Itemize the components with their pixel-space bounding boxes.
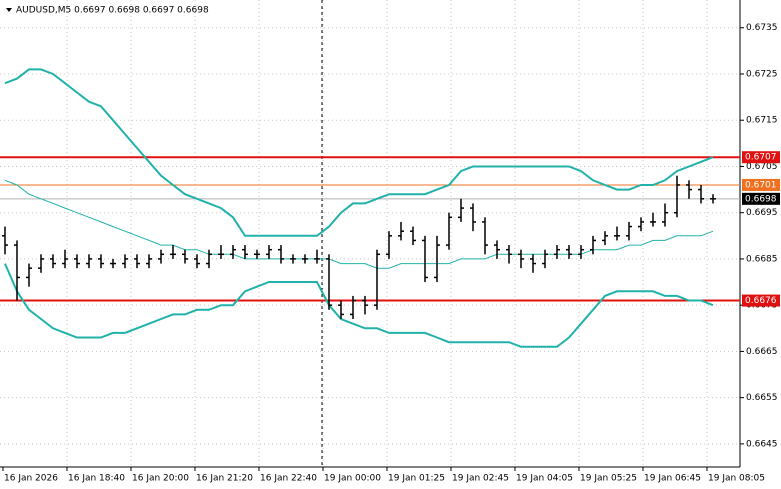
ohlc-bar <box>422 235 428 283</box>
ohlc-bar <box>14 240 20 301</box>
ohlc-bar <box>374 249 380 310</box>
ohlc-bar <box>446 212 452 250</box>
ohlc-bar <box>686 180 692 199</box>
ohlc-bar <box>50 254 56 269</box>
x-tick-label: 16 Jan 2026 <box>4 474 58 484</box>
ohlc-bar <box>338 300 344 320</box>
ohlc-bar <box>230 245 236 259</box>
ohlc-bar <box>326 254 332 310</box>
price-level-box <box>742 294 780 307</box>
price-level-label: 0.6701 <box>745 180 777 190</box>
x-tick-label: 19 Jan 04:05 <box>516 474 573 484</box>
ohlc-bar <box>146 254 152 269</box>
ohlc-bar <box>206 249 212 269</box>
ohlc-bar <box>542 249 548 269</box>
ohlc-bar <box>650 212 656 227</box>
x-tick-label: 19 Jan 05:25 <box>580 474 637 484</box>
y-tick-label: 0.6685 <box>746 254 778 264</box>
price-level-label: 0.6676 <box>745 296 777 306</box>
ohlc-bar <box>98 254 104 269</box>
ohlc-bar <box>86 254 92 269</box>
x-tick-label: 19 Jan 08:05 <box>708 474 765 484</box>
ohlc-bar <box>38 254 44 273</box>
y-tick-label: 0.6665 <box>746 347 778 357</box>
ohlc-bar <box>266 245 272 259</box>
ohlc-bar <box>494 240 500 259</box>
ohlc-bar <box>554 245 560 259</box>
ohlc-bar <box>566 245 572 259</box>
price-level-label: 0.6707 <box>745 153 777 163</box>
ohlc-bar <box>62 249 68 269</box>
ohlc-bar <box>614 226 620 241</box>
ohlc-bar <box>194 254 200 269</box>
menu-arrow[interactable] <box>6 8 12 12</box>
ohlc-bar <box>218 245 224 259</box>
ohlc-bar <box>434 235 440 283</box>
x-tick-label: 16 Jan 21:20 <box>196 474 253 484</box>
x-tick-label: 19 Jan 00:00 <box>324 474 381 484</box>
ohlc-bar <box>242 245 248 259</box>
ohlc-bar <box>470 203 476 232</box>
y-tick-label: 0.6735 <box>746 23 778 33</box>
price-level-box <box>742 151 780 164</box>
x-tick-label: 16 Jan 18:40 <box>68 474 125 484</box>
ohlc-bar <box>578 245 584 259</box>
y-tick-label: 0.6715 <box>746 116 778 126</box>
ohlc-bar <box>362 295 368 315</box>
x-tick-label: 19 Jan 02:45 <box>452 474 509 484</box>
ohlc-bar <box>254 249 260 259</box>
ohlc-bar <box>314 249 320 264</box>
ohlc-bar <box>290 254 296 264</box>
ohlc-bar <box>170 245 176 259</box>
band-middle <box>4 179 714 269</box>
ohlc-bar <box>698 184 704 204</box>
ohlc-bar <box>662 203 668 227</box>
ohlc-bar <box>158 249 164 264</box>
y-tick-label: 0.6695 <box>746 208 778 218</box>
x-tick-label: 16 Jan 20:00 <box>132 474 189 484</box>
ohlc-bar <box>134 254 140 269</box>
price-level-box <box>742 192 780 205</box>
ohlc-bar <box>386 231 392 259</box>
y-tick-label: 0.6655 <box>746 393 778 403</box>
price-level-box <box>742 178 780 191</box>
ohlc-bar <box>410 226 416 246</box>
chart-title: AUDUSD,M5 0.6697 0.6698 0.6697 0.6698 <box>16 6 209 16</box>
ohlc-bar <box>182 249 188 264</box>
x-tick-label: 19 Jan 06:45 <box>644 474 701 484</box>
ohlc-bar <box>602 231 608 246</box>
ohlc-bar <box>518 249 524 269</box>
band-upper <box>4 68 714 237</box>
ohlc-bar <box>74 254 80 269</box>
y-tick-label: 0.6725 <box>746 69 778 79</box>
ohlc-bar <box>302 254 308 264</box>
ohlc-bar <box>530 254 536 273</box>
ohlc-bar <box>26 263 32 287</box>
ohlc-bar <box>350 295 356 320</box>
ohlc-bar <box>458 198 464 222</box>
ohlc-bar <box>398 221 404 241</box>
x-tick-label: 19 Jan 01:25 <box>388 474 445 484</box>
ohlc-bar <box>122 254 128 269</box>
ohlc-bar <box>482 217 488 255</box>
y-tick-label: 0.6705 <box>746 162 778 172</box>
ohlc-bar <box>110 258 116 269</box>
y-tick-label: 0.6645 <box>746 439 778 449</box>
ohlc-bar <box>590 235 596 255</box>
ohlc-bar <box>626 221 632 241</box>
band-lower <box>4 263 714 348</box>
ohlc-bar <box>674 175 680 218</box>
ohlc-bar <box>278 245 284 264</box>
price-level-label: 0.6698 <box>745 194 777 204</box>
ohlc-bar <box>506 245 512 264</box>
ohlc-bar <box>710 194 716 204</box>
ohlc-bar <box>2 226 8 255</box>
ohlc-bar <box>638 217 644 232</box>
x-tick-label: 16 Jan 22:40 <box>260 474 317 484</box>
